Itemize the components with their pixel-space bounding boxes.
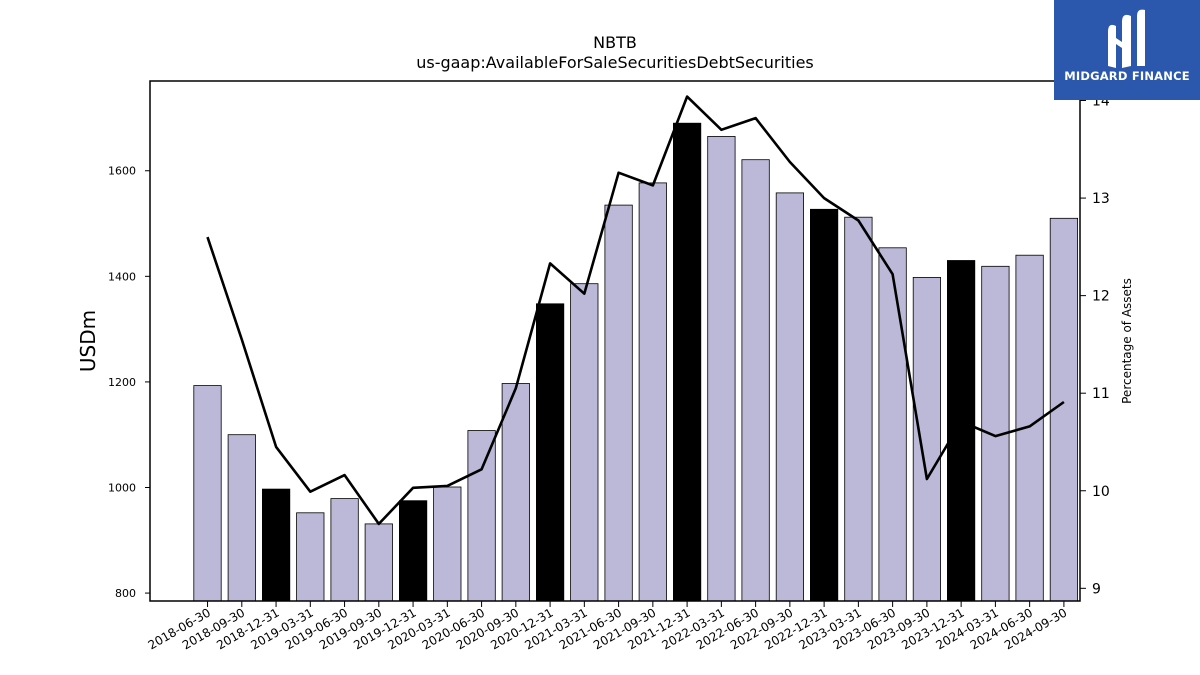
y-tick-label: 800 <box>115 587 136 600</box>
bar-2018-09-30 <box>227 434 256 602</box>
bar-2023-12-31 <box>947 260 976 602</box>
chart-subtitle: us-gaap:AvailableForSaleSecuritiesDebtSe… <box>416 53 814 72</box>
bar-2022-06-30 <box>741 159 770 602</box>
y-axis-label: USDm <box>76 310 100 372</box>
y-tick-label: 1000 <box>108 481 136 494</box>
y2-tick-label: 12 <box>1092 289 1110 305</box>
bar-2021-06-30 <box>604 204 633 602</box>
bar-2020-06-30 <box>467 430 496 602</box>
bar-2022-03-31 <box>707 135 736 602</box>
bar-2022-12-31 <box>810 208 839 602</box>
bar-2022-09-30 <box>775 192 805 602</box>
y-tick-label: 1400 <box>108 270 136 283</box>
bar-2019-03-31 <box>296 512 325 602</box>
bars-group <box>193 122 1078 602</box>
y-tick-label: 1200 <box>108 376 136 389</box>
bar-2023-09-30 <box>912 276 942 602</box>
bar-2020-09-30 <box>501 383 530 602</box>
bar-2019-12-31 <box>398 500 428 602</box>
y2-tick-label: 13 <box>1092 191 1110 207</box>
bar-2021-09-30 <box>638 182 667 602</box>
brand-mark-icon <box>1108 9 1145 68</box>
bar-2018-12-31 <box>261 488 291 602</box>
percentage-line <box>206 95 1065 526</box>
y2-axis-label: Percentage of Assets <box>1120 278 1134 404</box>
bar-2023-03-31 <box>844 216 873 602</box>
bar-2021-12-31 <box>673 122 702 602</box>
y-tick-label: 1600 <box>108 165 136 178</box>
chart-title: NBTB <box>593 33 637 52</box>
bar-2020-03-31 <box>433 486 462 602</box>
plot-area <box>149 80 1081 602</box>
y2-tick-label: 9 <box>1092 581 1101 597</box>
bar-2019-09-30 <box>364 523 393 602</box>
brand-logo: MIDGARD FINANCE <box>1054 0 1200 100</box>
bar-2019-06-30 <box>330 498 359 602</box>
y2-tick-label: 10 <box>1092 484 1110 500</box>
bar-2023-06-30 <box>878 247 907 602</box>
bar-2021-03-31 <box>570 283 599 602</box>
x-axis-ticks: 2018-06-302018-09-302018-12-312019-03-31… <box>146 601 1069 652</box>
bar-2018-06-30 <box>193 385 222 602</box>
bar-2020-12-31 <box>536 303 565 602</box>
left-axis-ticks: 800 1000 1200 1400 1600 <box>108 165 150 600</box>
brand-name: MIDGARD FINANCE <box>1064 69 1190 83</box>
y2-tick-label: 11 <box>1092 386 1110 402</box>
